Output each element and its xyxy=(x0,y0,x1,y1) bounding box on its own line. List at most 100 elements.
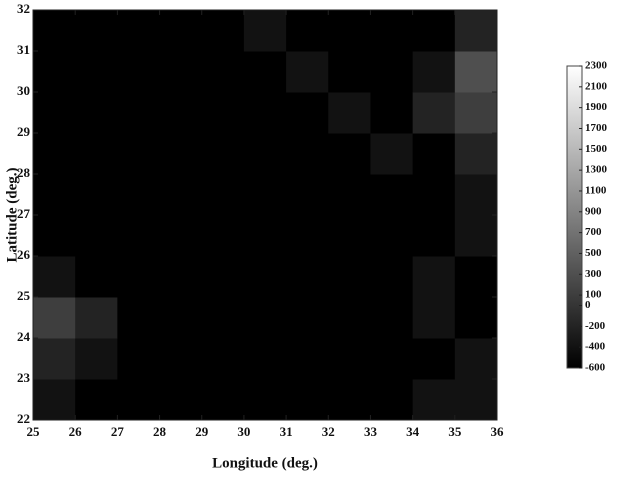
heatmap-cell xyxy=(412,256,456,298)
y-tick-label: 32 xyxy=(17,1,30,16)
heatmap-cell xyxy=(454,133,498,175)
colorbar xyxy=(566,65,583,369)
heatmap-cell xyxy=(370,297,414,339)
colorbar-tick-label: 1500 xyxy=(585,143,608,155)
heatmap-cell xyxy=(412,379,456,421)
heatmap-cell xyxy=(117,92,161,134)
heatmap-cell xyxy=(286,379,329,421)
y-tick-label: 26 xyxy=(17,247,31,262)
heatmap-cell xyxy=(370,51,414,93)
heatmap-cell xyxy=(328,338,371,380)
colorbar-tick-label: -200 xyxy=(585,320,606,332)
heatmap-cell xyxy=(328,379,371,421)
y-tick-label: 28 xyxy=(17,165,31,180)
x-tick-label: 25 xyxy=(27,424,41,439)
heatmap-cell xyxy=(286,256,329,298)
heatmap-cell xyxy=(117,379,161,421)
heatmap-cell xyxy=(75,174,118,216)
heatmap-cell xyxy=(33,10,76,52)
heatmap-cell xyxy=(117,215,161,257)
x-tick-label: 29 xyxy=(195,424,209,439)
heatmap-cell xyxy=(286,297,329,339)
heatmap-cell xyxy=(328,174,371,216)
heatmap-cell xyxy=(159,338,203,380)
heatmap-cell xyxy=(117,51,161,93)
y-tick-label: 25 xyxy=(17,288,31,303)
heatmap-cell xyxy=(243,51,287,93)
heatmap-cell xyxy=(454,215,498,257)
heatmap-cell xyxy=(243,297,287,339)
heatmap-cell xyxy=(117,174,161,216)
colorbar-tick-label: 1300 xyxy=(585,164,608,176)
heatmap-cell xyxy=(243,338,287,380)
heatmap-cell xyxy=(159,10,203,52)
heatmap-cell xyxy=(454,379,498,421)
heatmap-cell xyxy=(33,51,76,93)
heatmap-cell xyxy=(370,133,414,175)
y-tick-label: 29 xyxy=(17,124,31,139)
heatmap-cell xyxy=(117,133,161,175)
heatmap-cell xyxy=(201,215,245,257)
heatmap-cell xyxy=(33,297,76,339)
x-tick-label: 33 xyxy=(364,424,378,439)
heatmap-cell xyxy=(328,10,371,52)
y-tick-label: 24 xyxy=(17,329,31,344)
x-tick-label: 36 xyxy=(491,424,505,439)
heatmap-cell xyxy=(286,338,329,380)
heatmap-cell xyxy=(159,297,203,339)
colorbar-tick-label: 0 xyxy=(585,299,591,311)
heatmap-cell xyxy=(286,10,329,52)
colorbar-tick-label: 300 xyxy=(585,268,602,280)
heatmap-cell xyxy=(243,92,287,134)
heatmap-cell xyxy=(370,256,414,298)
heatmap-cell xyxy=(412,297,456,339)
colorbar-tick-label: 900 xyxy=(585,205,602,217)
heatmap-cell xyxy=(33,174,76,216)
x-tick-label: 26 xyxy=(69,424,83,439)
y-tick-label: 27 xyxy=(17,206,31,221)
heatmap-cell xyxy=(243,379,287,421)
heatmap-cell xyxy=(159,379,203,421)
heatmap-cell xyxy=(454,297,498,339)
heatmap-cell xyxy=(75,10,118,52)
heatmap-cell xyxy=(75,215,118,257)
heatmap-cell xyxy=(412,215,456,257)
heatmap-cell xyxy=(117,297,161,339)
heatmap-cell xyxy=(75,133,118,175)
x-tick-label: 32 xyxy=(322,424,335,439)
colorbar-tick-label: 2300 xyxy=(585,60,608,72)
heatmap-cell xyxy=(243,174,287,216)
colorbar-tick-label: 2100 xyxy=(585,80,608,92)
colorbar-tick-label: 700 xyxy=(585,226,602,238)
x-tick-label: 28 xyxy=(153,424,167,439)
heatmap-cell xyxy=(159,256,203,298)
heatmap-cell xyxy=(159,215,203,257)
heatmap-cell xyxy=(33,92,76,134)
heatmap-cell xyxy=(117,10,161,52)
heatmap-cell xyxy=(75,51,118,93)
heatmap-cell xyxy=(33,133,76,175)
heatmap-cell xyxy=(159,92,203,134)
heatmap-cell xyxy=(201,10,245,52)
heatmap-cell xyxy=(328,51,371,93)
heatmap-cell xyxy=(201,297,245,339)
heatmap-cell xyxy=(412,10,456,52)
heatmap-cell xyxy=(243,215,287,257)
heatmap-cell xyxy=(75,256,118,298)
colorbar-tick-label: 1100 xyxy=(585,184,607,196)
heatmap-cell xyxy=(286,215,329,257)
x-tick-label: 34 xyxy=(406,424,420,439)
heatmap-cell xyxy=(75,379,118,421)
heatmap-cell xyxy=(286,92,329,134)
heatmap-cell xyxy=(370,10,414,52)
heatmap-cell xyxy=(117,338,161,380)
heatmap-cell xyxy=(201,133,245,175)
heatmap-cell xyxy=(328,297,371,339)
y-tick-label: 23 xyxy=(17,370,31,385)
colorbar-tick-label: 500 xyxy=(585,247,602,259)
heatmap-cell xyxy=(412,338,456,380)
colorbar-tick-label: 1900 xyxy=(585,101,608,113)
heatmap-cell xyxy=(201,51,245,93)
